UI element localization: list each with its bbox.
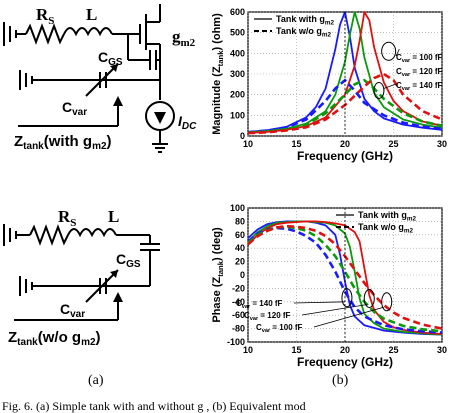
y-axis-label: Phase (Ztank) (deg) [211,227,225,323]
capacitance-annotation: Cvar = 120 fF [244,311,291,322]
y-tick-label: -40 [232,297,245,307]
circuit-b-without-gm2 [3,224,160,321]
circuit-a-markers [110,64,166,124]
capacitance-annotation: Cvar = 100 fF [396,53,443,64]
capacitance-annotation: Cvar = 140 fF [236,299,283,310]
caption-a: (a) [88,373,104,388]
gm2-label-a: gm2 [172,27,196,49]
capacitance-annotation: Cvar = 100 fF [256,323,303,334]
series-line-green-dashed [247,78,443,134]
y-tick-label: -80 [232,324,245,334]
y-tick-label: 0 [240,131,245,141]
annotation-ellipse [373,82,385,100]
x-tick-label: 10 [243,139,253,149]
annotation-leader [293,301,346,304]
legend-label: Tank w/o gm2 [276,26,331,38]
series-line-blue-dashed [247,226,443,334]
y-tick-label: 80 [235,216,245,226]
y-tick-label: 500 [230,28,245,38]
x-tick-label: 15 [291,345,301,355]
series-group [247,11,443,135]
y-tick-label: 600 [230,7,245,17]
y-axis-label: Magnitude (Ztank) (ohm) [211,13,225,135]
x-axis-label: Frequency (GHz) [297,149,393,163]
x-tick-label: 20 [340,139,350,149]
annotation-leader [383,83,397,89]
circuit-a-with-gm2 [3,4,175,153]
circuit-b-labels: RS L CGS Cvar Ztank(w/o gm2) [8,207,141,348]
l-label-b: L [108,207,119,226]
capacitance-annotation: Cvar = 140 fF [396,81,443,92]
legend-label: Tank with gm2 [358,210,416,222]
x-tick-label: 25 [388,139,398,149]
x-tick-label: 25 [388,345,398,355]
series-line-green-dashed [247,225,443,333]
footer-caption: Fig. 6. (a) Simple tank with and without… [2,399,306,413]
y-tick-label: -100 [227,337,245,347]
legend-label: Tank w/o gm2 [358,222,413,234]
ztank-label-a: Ztank(with gm2) [14,133,112,152]
annotation-ellipse [341,288,353,308]
y-tick-label: -60 [232,310,245,320]
annotation-leader [313,306,384,328]
y-tick-label: 200 [230,90,245,100]
series-group [247,220,443,336]
rs-label-a: RS [36,5,54,27]
capacitance-annotation: Cvar = 120 fF [396,67,443,78]
rs-label-b: RS [58,207,76,229]
legend-label: Tank with gm2 [276,14,334,26]
y-tick-label: 400 [230,48,245,58]
y-tick-label: 20 [235,257,245,267]
cgs-label-a: CGS [98,49,123,68]
x-tick-label: 10 [243,345,253,355]
cgs-label-b: CGS [116,251,141,270]
series-line-red-dashed [247,72,443,135]
annotation-ellipse [363,288,375,308]
y-tick-label: -20 [232,283,245,293]
annotation-ellipse [381,292,393,312]
y-tick-label: 60 [235,230,245,240]
x-tick-label: 20 [340,345,350,355]
series-line-green-solid [247,220,443,336]
idc-label-a: IDC [178,113,197,132]
y-tick-label: 100 [230,203,245,213]
series-line-red-dashed [247,224,443,330]
x-tick-label: 15 [291,139,301,149]
y-tick-label: 40 [235,243,245,253]
cvar-label-b: Cvar [60,301,85,320]
circuit-a-labels: RS L gm2 CGS Cvar IDC Ztank(with gm2) [14,5,197,152]
y-tick-label: 300 [230,69,245,79]
cvar-label-a: Cvar [62,99,87,118]
annotation-leader [395,49,400,57]
annotation-leader [301,304,368,316]
circuit-b-markers [110,270,123,302]
y-tick-label: 100 [230,110,245,120]
y-tick-label: 0 [240,270,245,280]
x-tick-label: 30 [437,139,447,149]
annotation-ellipse [381,41,397,61]
x-axis-label: Frequency (GHz) [297,355,393,369]
x-tick-label: 30 [437,345,447,355]
phase-chart: 10 15 20 25 30 -100 -80 -60 -40 -20 0 20 40 60 80 100 Fr… [211,203,447,369]
caption-b: (b) [332,373,349,388]
ztank-label-b: Ztank(w/o gm2) [8,329,101,348]
l-label-a: L [86,5,97,24]
